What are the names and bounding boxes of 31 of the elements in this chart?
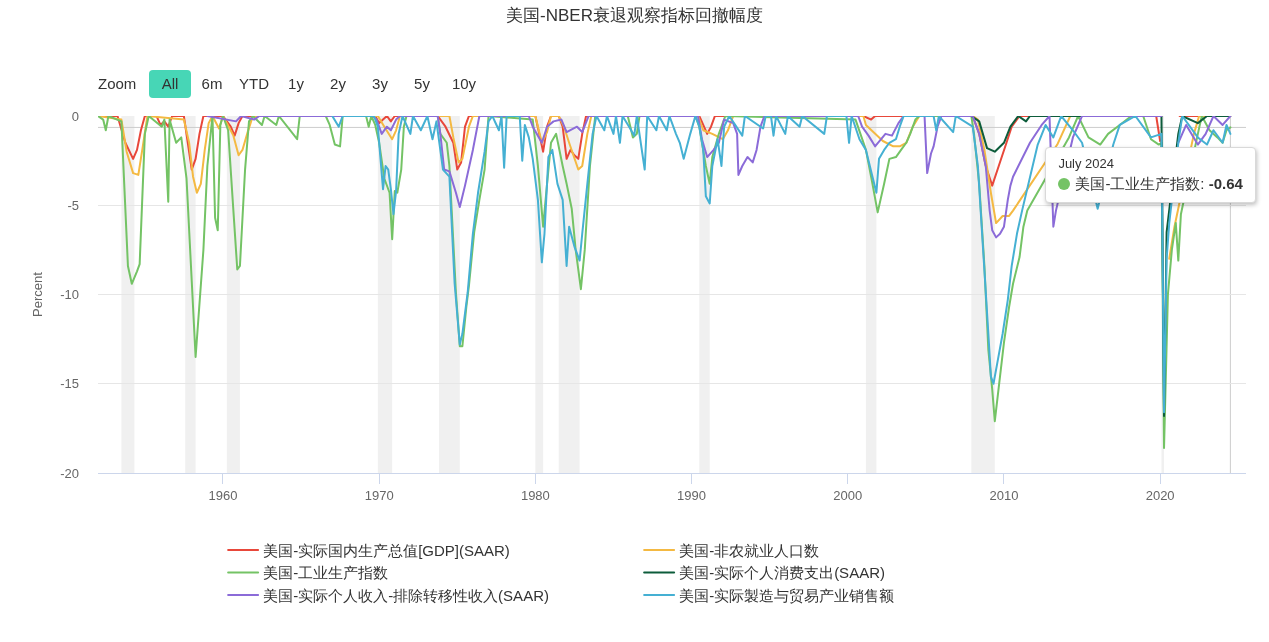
x-tick-label: 2010 [989, 487, 1019, 503]
chart-title: 美国-NBER衰退观察指标回撤幅度 [506, 5, 763, 25]
legend-label: 美国-实际个人消费支出(SAAR) [679, 564, 885, 582]
tooltip-box: July 2024 美国-工业生产指数: -0.64 [1045, 147, 1256, 204]
y-tick-label: -5 [67, 197, 79, 213]
annotation: July 2024 美国-工业生产指数: -0.64 [1058, 156, 1243, 193]
x-tick-label: 2000 [833, 487, 863, 503]
y-tick-label: -10 [60, 287, 79, 303]
y-tick-label: -15 [60, 376, 79, 392]
legend-label: 美国-实际国内生产总值[GDP](SAAR) [263, 541, 510, 559]
legend-label: 美国-非农就业人口数 [679, 541, 820, 559]
x-tick-label: 1960 [208, 487, 238, 503]
range-button: All [149, 70, 191, 98]
y-axis-title: Percent [30, 271, 46, 317]
x-tick-label: 1990 [677, 487, 707, 503]
text: 6m [200, 74, 224, 94]
text: YTD [238, 74, 270, 94]
legend-label: 美国-工业生产指数 [263, 564, 389, 582]
x-tick-label: 1980 [520, 487, 550, 503]
text: 1y [287, 74, 305, 94]
legend-label: 美国-实际製造与贸易产业销售额 [679, 586, 895, 604]
text: 2y [329, 74, 347, 94]
text: Zoom [98, 74, 137, 94]
y-tick-label: -20 [60, 465, 79, 481]
x-tick-label: 1970 [364, 487, 394, 503]
x-tick-label: 2020 [1145, 487, 1175, 503]
legend-label: 美国-实际个人收入-排除转移性收入(SAAR) [263, 586, 549, 604]
text: 3y [371, 74, 389, 94]
y-tick-label: 0 [71, 108, 79, 124]
text: 10y [450, 74, 478, 94]
text: 5y [413, 74, 431, 94]
